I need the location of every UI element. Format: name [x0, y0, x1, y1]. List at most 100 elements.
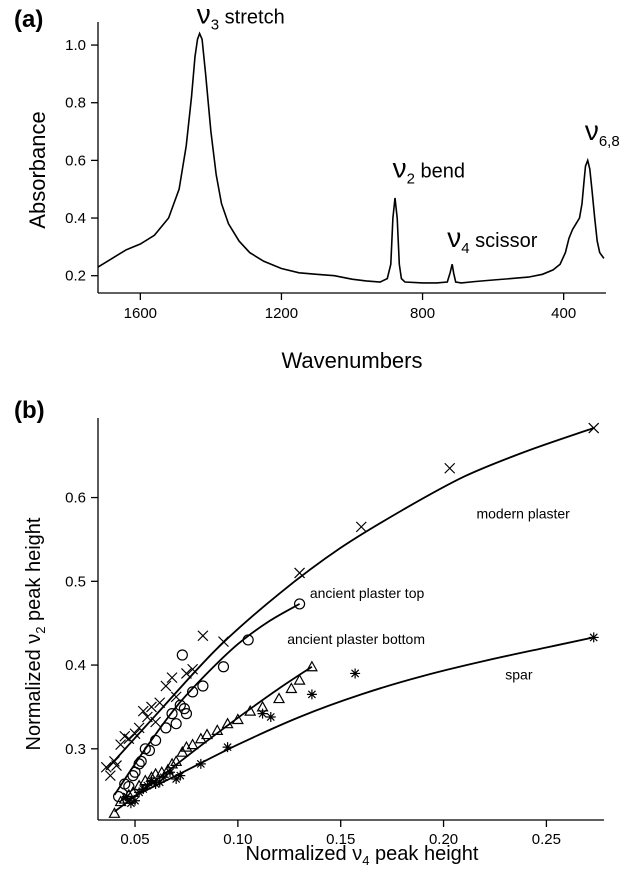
asterisk-marker [257, 708, 268, 719]
x-tick-label-a: 1600 [124, 305, 157, 322]
y-axis-label-b: Normalized ν2 peak height [23, 517, 48, 750]
x-marker [181, 668, 192, 679]
asterisk-marker [125, 798, 136, 809]
asterisk-marker [350, 668, 361, 679]
x-tick-label-a: 1200 [265, 305, 298, 322]
asterisk-marker [146, 775, 157, 786]
triangle-marker [170, 755, 183, 766]
x-axis-label-a: Wavenumbers [281, 348, 422, 373]
y-tick-label-a: 0.8 [65, 95, 86, 112]
y-tick-label-a: 0.2 [65, 268, 86, 285]
asterisk-marker [150, 778, 161, 789]
x-marker [588, 422, 600, 434]
asterisk-marker [222, 742, 233, 753]
x-tick-label-b: 0.10 [223, 831, 252, 848]
circle-marker [135, 755, 147, 767]
asterisk-marker [306, 689, 317, 700]
series-label: modern plaster [476, 506, 570, 522]
x-marker [160, 680, 172, 692]
x-marker [100, 761, 112, 773]
asterisk-marker [154, 777, 165, 788]
x-marker [111, 760, 122, 771]
triangle-marker [166, 757, 179, 769]
triangle-marker [211, 724, 224, 735]
circle-marker [143, 744, 156, 757]
fit-curve [124, 636, 594, 802]
circle-marker [176, 649, 188, 661]
asterisk-marker [588, 632, 599, 643]
series-modern-plaster [100, 422, 600, 782]
triangle-marker [114, 795, 127, 807]
circle-marker [180, 708, 193, 720]
x-marker [150, 716, 162, 728]
peak-annotation: ν6,8 [585, 115, 620, 150]
series-label: ancient plaster bottom [287, 631, 425, 647]
y-axis-label-a: Absorbance [25, 111, 50, 228]
circle-marker [149, 734, 162, 747]
triangle-marker [200, 728, 214, 740]
triangle-marker [272, 692, 286, 704]
asterisk-marker [158, 772, 169, 783]
x-tick-label-a: 400 [551, 305, 576, 322]
y-tick-label-b: 0.5 [65, 573, 86, 590]
triangle-marker [231, 713, 244, 725]
triangle-marker [108, 807, 121, 818]
x-marker [294, 567, 306, 579]
circle-marker [242, 634, 254, 646]
fit-curve [105, 427, 595, 771]
series-ancient-plaster-top [112, 598, 306, 803]
x-tick-label-b: 0.25 [532, 831, 561, 848]
asterisk-marker [121, 791, 132, 802]
circle-marker [133, 758, 145, 770]
asterisk-marker [138, 784, 149, 795]
circle-marker [123, 780, 135, 793]
series-spar [121, 632, 599, 809]
triangle-marker [305, 660, 318, 672]
asterisk-marker [195, 758, 206, 769]
x-marker [104, 770, 116, 782]
x-marker [141, 711, 153, 723]
x-tick-label-b: 0.05 [120, 831, 149, 848]
triangle-marker [244, 704, 257, 716]
series-label: ancient plaster top [310, 585, 425, 601]
x-tick-label-a: 800 [410, 305, 435, 322]
peak-annotation: ν3 stretch [197, 0, 285, 33]
circle-marker [166, 708, 178, 720]
asterisk-marker [175, 770, 186, 781]
peak-annotation: ν2 bend [393, 153, 465, 188]
y-tick-label-a: 0.6 [65, 152, 86, 169]
circle-marker [217, 661, 230, 673]
x-tick-label-b: 0.20 [429, 831, 458, 848]
triangle-marker [293, 673, 306, 685]
x-marker [154, 697, 166, 709]
x-marker [187, 663, 199, 675]
absorbance-spectrum-line [97, 31, 605, 284]
x-marker [355, 521, 367, 533]
asterisk-marker [265, 711, 276, 722]
peak-annotation: ν4 scissor [447, 222, 537, 257]
x-marker [166, 672, 178, 684]
circle-marker [178, 703, 190, 715]
x-marker [197, 630, 209, 642]
asterisk-marker [164, 767, 175, 778]
x-marker [146, 701, 157, 713]
x-marker [137, 705, 149, 717]
triangle-marker [285, 682, 298, 694]
x-marker [129, 728, 141, 740]
panel-label-b: (b) [14, 397, 45, 424]
series-label: spar [505, 666, 533, 682]
triangle-marker [221, 717, 234, 729]
x-marker [218, 636, 229, 648]
x-marker [444, 462, 456, 474]
y-tick-label-b: 0.4 [65, 657, 86, 674]
x-marker [115, 739, 127, 751]
circle-marker [197, 680, 209, 692]
asterisk-marker [142, 780, 153, 791]
x-axis-label-b: Normalized ν4 peak height [246, 843, 479, 868]
y-tick-label-b: 0.3 [65, 741, 86, 758]
x-marker [133, 722, 145, 734]
circle-marker [293, 598, 306, 610]
asterisk-marker [171, 773, 182, 784]
